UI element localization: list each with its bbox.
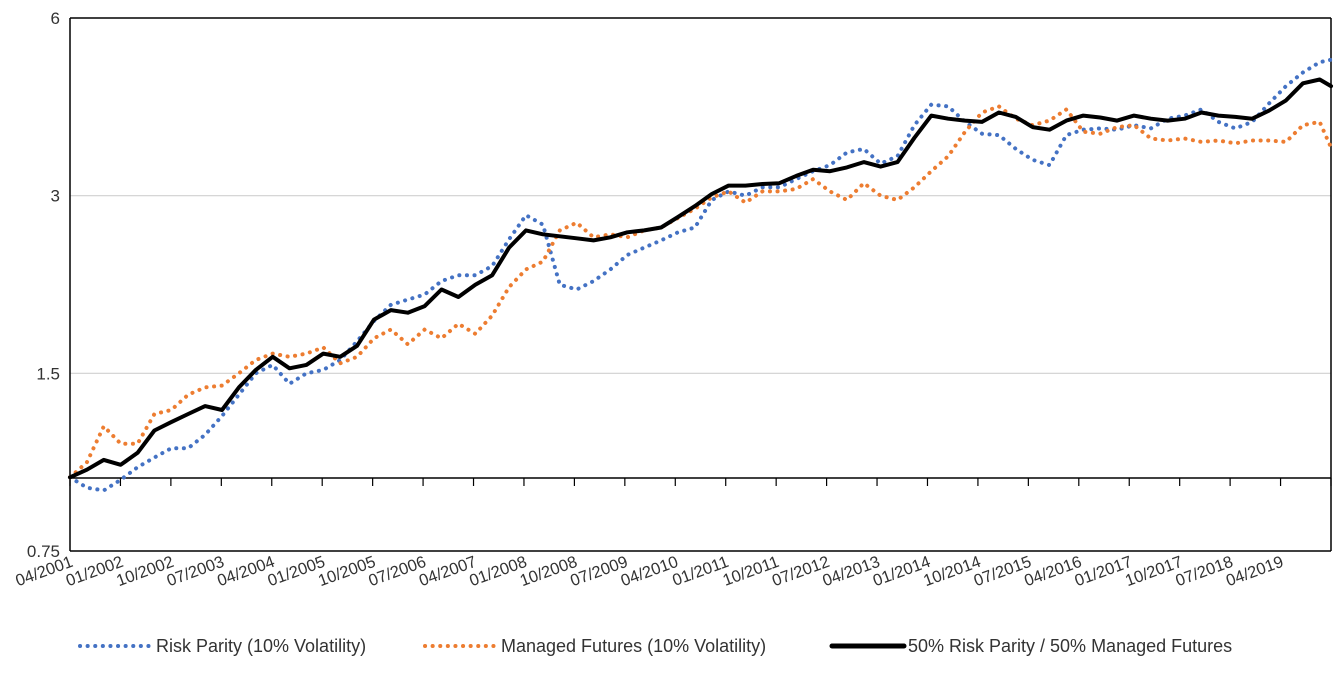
legend-label-2: Managed Futures (10% Volatility) (501, 636, 766, 656)
series-line-1 (68, 57, 1333, 493)
series-lines (68, 57, 1333, 493)
series-line-3 (68, 77, 1333, 480)
y-tick-label: 1.5 (36, 364, 60, 383)
y-tick-label: 3 (51, 187, 60, 206)
y-tick-label: 0.75 (27, 542, 60, 561)
legend-label-3: 50% Risk Parity / 50% Managed Futures (908, 636, 1232, 656)
x-tick-label: 04/2019 (1224, 553, 1286, 590)
series-line-2 (68, 104, 1333, 480)
legend-label-1: Risk Parity (10% Volatility) (156, 636, 366, 656)
y-tick-label: 6 (51, 9, 60, 28)
axes: 0.751.53604/200101/200210/200207/200304/… (13, 9, 1332, 590)
gridlines (70, 195, 1331, 374)
legend: Risk Parity (10% Volatility) Managed Futu… (78, 636, 1232, 656)
